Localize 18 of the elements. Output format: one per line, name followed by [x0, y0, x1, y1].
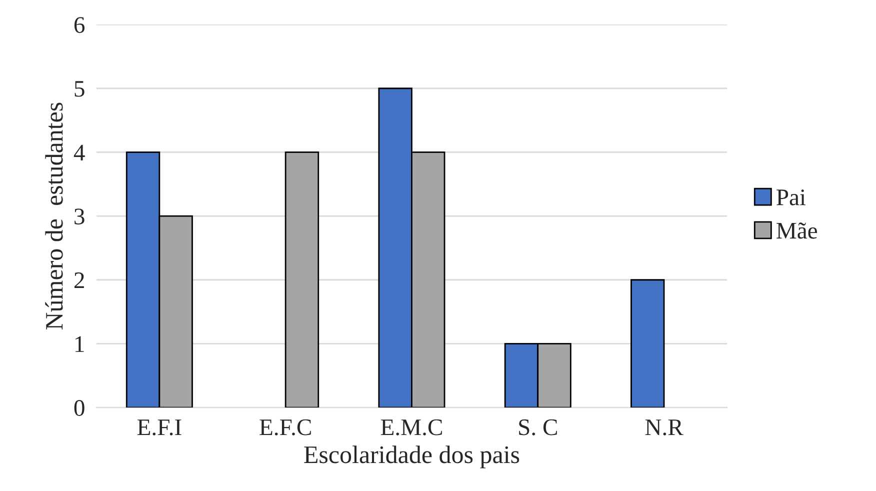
legend-label: Pai: [776, 189, 806, 206]
x-tick-label: E.F.C: [260, 419, 311, 436]
y-tick-label: 1: [76, 336, 84, 352]
y-tick-label: 4: [74, 144, 85, 160]
y-tick-label: 2: [74, 272, 84, 288]
y-tick-label: 3: [74, 208, 84, 224]
y-tick-label: 6: [74, 17, 85, 33]
y-axis-title: Número de estudantes: [45, 102, 63, 330]
bar: [284, 152, 320, 408]
x-tick-label: E.M.C: [380, 419, 442, 436]
x-tick-label: E.F.I: [137, 420, 182, 436]
x-axis-title: Escolaridade dos pais: [304, 446, 520, 468]
x-tick-label: S. C: [519, 419, 557, 436]
legend-label: Mãe: [776, 222, 818, 239]
x-tick-label: N.R: [645, 420, 684, 436]
y-tick-label: 5: [74, 81, 84, 97]
y-tick-label: 0: [74, 400, 84, 416]
bar: [630, 279, 665, 408]
